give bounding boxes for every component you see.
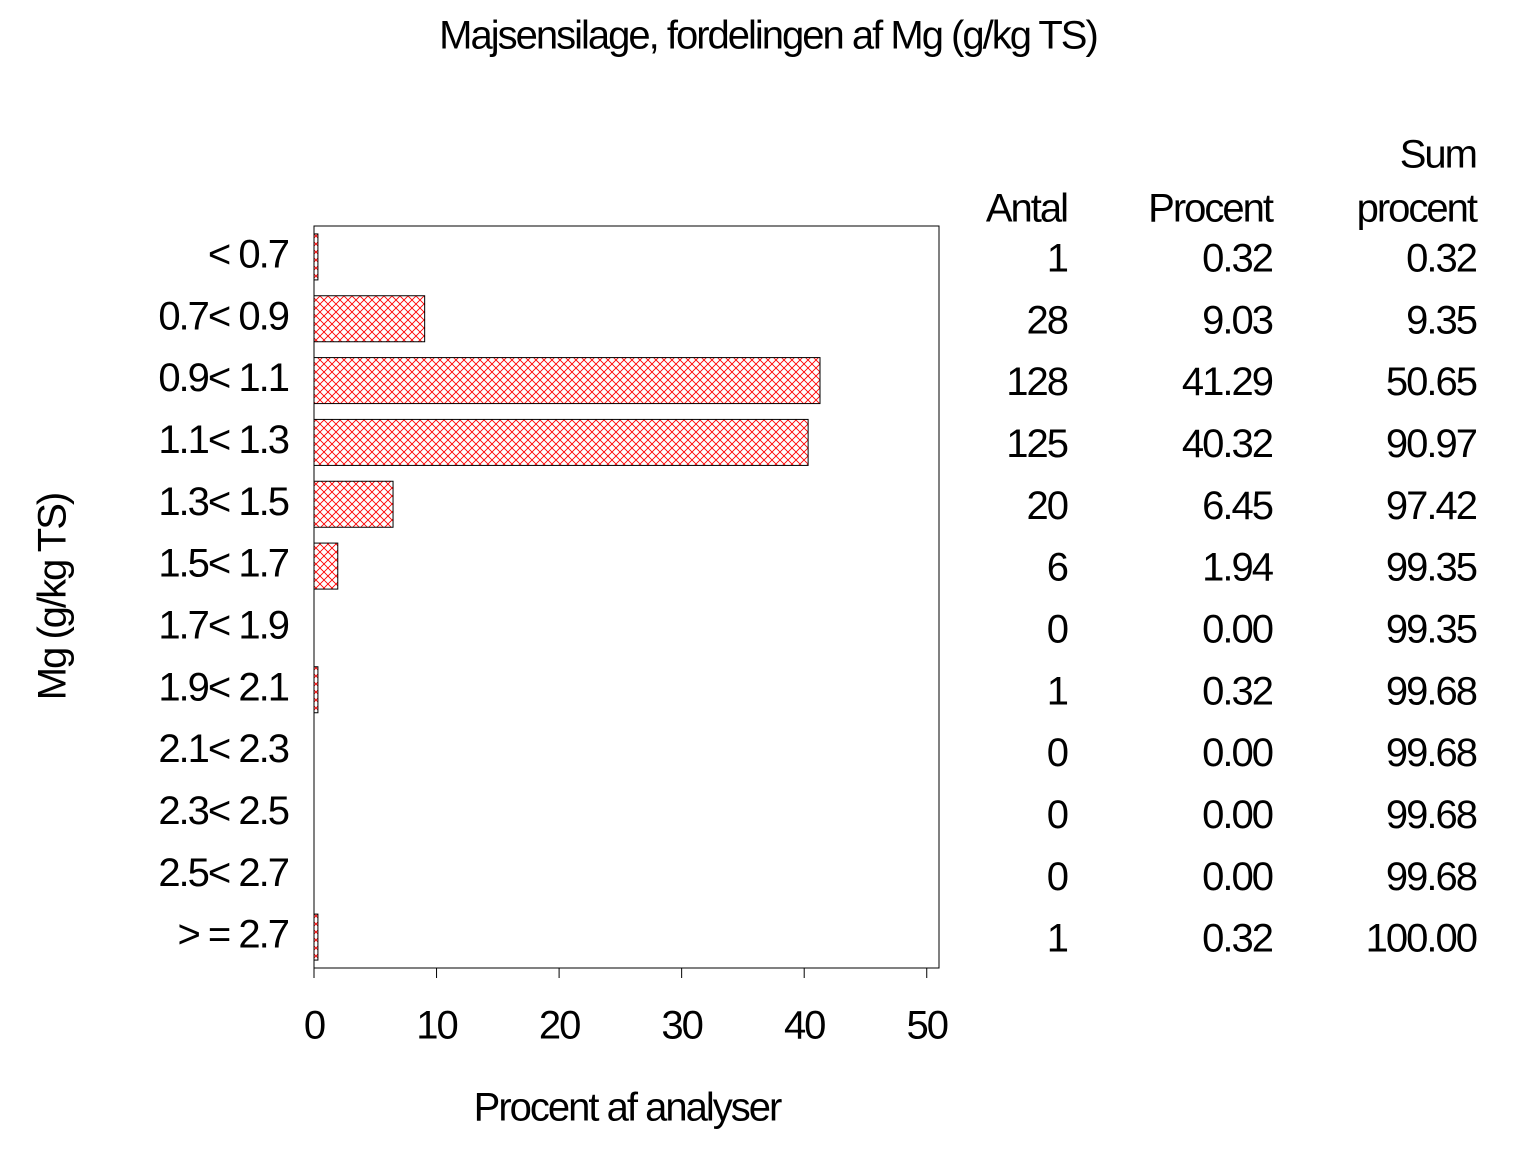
count-cell: 6	[1047, 546, 1068, 590]
cumulative-cell: 97.42	[1386, 484, 1477, 528]
cumulative-cell: 99.35	[1386, 607, 1477, 651]
y-tick-label: 2.5< 2.7	[158, 851, 288, 895]
plot-frame	[313, 225, 940, 969]
percent-cell: 0.32	[1202, 669, 1273, 713]
bar	[313, 666, 319, 714]
percent-cell: 1.94	[1202, 546, 1274, 590]
table-header: procent	[1357, 187, 1478, 231]
bar	[313, 913, 319, 961]
y-tick-label: > = 2.7	[177, 913, 288, 957]
y-tick-label: 1.3< 1.5	[158, 480, 288, 524]
percent-cell: 0.32	[1202, 917, 1273, 961]
cumulative-cell: 99.68	[1386, 731, 1477, 775]
bar	[313, 357, 821, 405]
cumulative-cell: 90.97	[1386, 422, 1477, 466]
count-cell: 20	[1027, 484, 1068, 528]
count-cell: 1	[1047, 236, 1068, 280]
x-tick-label: 10	[416, 1004, 457, 1048]
count-cell: 0	[1047, 793, 1068, 837]
y-axis-label: Mg (g/kg TS)	[31, 494, 75, 700]
table-header: Antal	[986, 187, 1067, 231]
x-tick-label: 0	[304, 1004, 325, 1048]
y-tick-label: 0.7< 0.9	[158, 294, 288, 338]
bar	[313, 418, 809, 466]
cumulative-cell: 99.68	[1386, 669, 1477, 713]
percent-cell: 6.45	[1202, 484, 1273, 528]
count-cell: 0	[1047, 855, 1068, 899]
y-tick-label: < 0.7	[208, 232, 289, 276]
bar	[313, 480, 394, 528]
percent-cell: 0.00	[1202, 793, 1273, 837]
count-cell: 125	[1006, 422, 1067, 466]
count-cell: 28	[1027, 298, 1068, 342]
count-cell: 0	[1047, 607, 1068, 651]
y-tick-label: 1.5< 1.7	[158, 542, 288, 586]
percent-cell: 0.00	[1202, 607, 1273, 651]
bar	[313, 542, 339, 590]
cumulative-cell: 99.68	[1386, 793, 1477, 837]
percent-cell: 40.32	[1182, 422, 1273, 466]
count-cell: 0	[1047, 731, 1068, 775]
bar	[313, 295, 426, 343]
y-tick-label: 1.7< 1.9	[158, 603, 288, 647]
percent-cell: 0.00	[1202, 731, 1273, 775]
table-header: Procent	[1148, 187, 1274, 231]
cumulative-cell: 9.35	[1406, 298, 1477, 342]
x-tick-label: 40	[784, 1004, 825, 1048]
percent-cell: 41.29	[1182, 360, 1273, 404]
cumulative-cell: 99.68	[1386, 855, 1477, 899]
y-tick-label: 1.1< 1.3	[158, 418, 288, 462]
x-tick-label: 50	[906, 1004, 947, 1048]
y-tick-label: 0.9< 1.1	[158, 356, 288, 400]
cumulative-cell: 0.32	[1406, 236, 1477, 280]
cumulative-cell: 100.00	[1366, 917, 1477, 961]
percent-cell: 9.03	[1202, 298, 1273, 342]
y-tick-label: 2.3< 2.5	[158, 789, 288, 833]
y-tick-label: 1.9< 2.1	[158, 665, 288, 709]
cumulative-cell: 99.35	[1386, 546, 1477, 590]
chart-title: Majsensilage, fordelingen af Mg (g/kg TS…	[439, 14, 1097, 58]
table-header: Sum	[1400, 133, 1476, 177]
percent-cell: 0.00	[1202, 855, 1273, 899]
percent-cell: 0.32	[1202, 236, 1273, 280]
y-tick-label: 2.1< 2.3	[158, 727, 288, 771]
count-cell: 128	[1006, 360, 1067, 404]
count-cell: 1	[1047, 917, 1068, 961]
count-cell: 1	[1047, 669, 1068, 713]
x-axis-label: Procent af analyser	[474, 1086, 782, 1130]
bar	[313, 233, 319, 281]
cumulative-cell: 50.65	[1386, 360, 1477, 404]
x-tick-label: 30	[661, 1004, 702, 1048]
x-tick-label: 20	[539, 1004, 580, 1048]
